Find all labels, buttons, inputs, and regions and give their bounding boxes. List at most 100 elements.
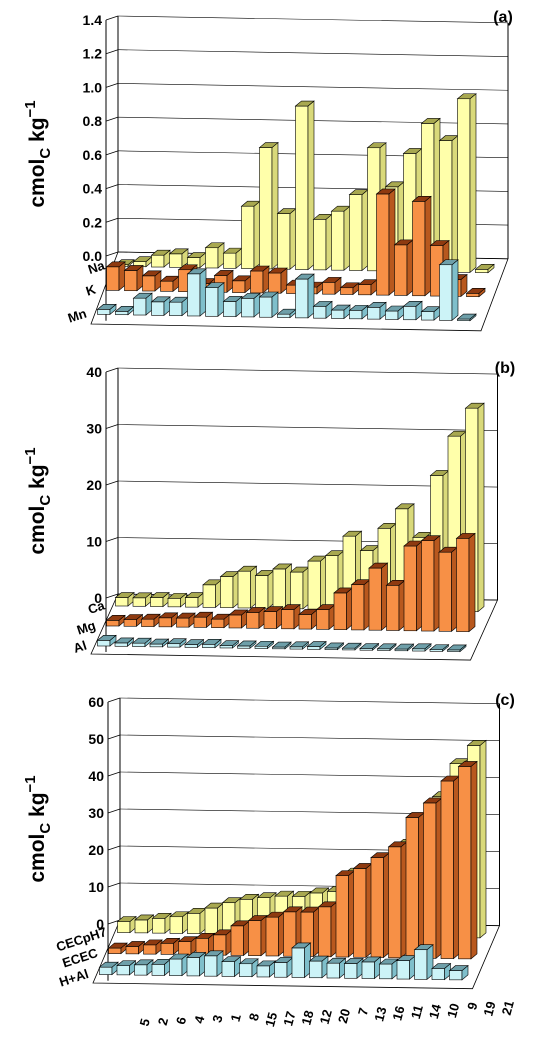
- x-axis-category-labels: 5 2 6 4 3 1 8 15 17 18 12 20 7 13 16 11 14 10 9 19 21: [137, 999, 517, 1029]
- bar: [276, 207, 297, 270]
- bar: [438, 134, 459, 273]
- bar: [186, 268, 207, 317]
- bar: [132, 292, 153, 316]
- bar: [151, 912, 172, 934]
- y-tick-label: 1.4: [83, 12, 103, 28]
- bar: [385, 579, 406, 632]
- bar: [376, 643, 397, 652]
- y-tick-label: 0: [94, 590, 102, 606]
- gridline: [105, 593, 119, 599]
- bar: [348, 188, 369, 272]
- gridline: [105, 116, 119, 122]
- bar: [330, 304, 351, 320]
- x-tick-label: 15: [262, 1011, 280, 1029]
- x-tick-label: 19: [480, 1000, 498, 1018]
- y-axis-label: cmolC kg−1: [22, 775, 54, 882]
- bar: [149, 638, 170, 648]
- gridline: [117, 424, 498, 431]
- gridline: [105, 367, 119, 373]
- bar: [222, 247, 243, 269]
- bar: [411, 195, 432, 297]
- bar: [276, 308, 297, 319]
- bar: [361, 956, 382, 980]
- bar: [140, 613, 161, 628]
- series-label: Mn: [66, 306, 89, 326]
- gridline: [107, 882, 121, 888]
- x-tick-label: 11: [408, 1003, 426, 1020]
- gridline: [105, 184, 119, 189]
- bar: [231, 275, 252, 294]
- bar: [324, 642, 345, 651]
- gridline: [105, 217, 119, 223]
- x-tick-label: 5: [137, 1017, 153, 1028]
- bar: [339, 282, 360, 296]
- y-tick-label: 40: [88, 768, 104, 784]
- x-tick-label: 10: [444, 1002, 462, 1020]
- bar: [166, 638, 187, 648]
- y-axis-label: cmolC kg−1: [22, 447, 54, 554]
- bar: [291, 942, 312, 979]
- bar: [440, 775, 461, 960]
- bar: [357, 279, 378, 296]
- bar: [446, 644, 467, 653]
- bar: [238, 958, 259, 978]
- bar: [394, 643, 415, 652]
- bar: [177, 936, 198, 956]
- bar: [312, 213, 333, 271]
- bar: [474, 263, 495, 274]
- bar: [159, 275, 180, 292]
- y-tick-label: 0.8: [83, 113, 103, 129]
- series-label: Na: [86, 257, 107, 277]
- bar: [308, 955, 329, 979]
- x-tick-label: 17: [280, 1010, 298, 1028]
- bar: [186, 951, 207, 977]
- bar: [256, 960, 277, 978]
- bar: [96, 303, 117, 316]
- bar: [168, 953, 189, 977]
- y-tick-label: 1.2: [83, 46, 103, 62]
- bar: [298, 608, 319, 630]
- bar: [116, 959, 137, 976]
- bar: [429, 643, 450, 652]
- bar: [413, 944, 434, 980]
- bar: [150, 296, 171, 316]
- y-tick-label: 60: [88, 694, 104, 710]
- bar: [422, 797, 443, 959]
- bar: [375, 188, 396, 296]
- gridline: [107, 845, 121, 851]
- bar: [289, 641, 310, 650]
- gridline: [105, 150, 119, 156]
- bar: [326, 957, 347, 979]
- bar: [411, 643, 432, 652]
- bar: [123, 264, 144, 292]
- gridline: [107, 919, 121, 925]
- bar: [168, 296, 189, 317]
- y-tick-label: 40: [86, 364, 102, 380]
- gridline: [105, 480, 119, 486]
- bar: [149, 591, 170, 608]
- bar: [142, 939, 163, 955]
- bar: [273, 956, 294, 978]
- bar: [384, 305, 405, 321]
- x-tick-label: 14: [426, 1002, 444, 1021]
- panel-label: (a): [493, 9, 513, 26]
- bar: [431, 962, 452, 981]
- gridline: [117, 367, 498, 375]
- bar: [219, 570, 240, 609]
- bar: [107, 942, 128, 955]
- bar: [131, 637, 152, 648]
- bar: [263, 605, 284, 630]
- bar: [240, 292, 261, 318]
- bar: [186, 251, 207, 269]
- bar: [105, 261, 126, 292]
- bar: [158, 612, 179, 628]
- series-label: Ca: [86, 597, 107, 617]
- bar: [455, 532, 476, 633]
- x-tick-label: 12: [317, 1008, 335, 1026]
- gridline: [105, 83, 119, 88]
- bar: [366, 301, 387, 320]
- bar: [254, 640, 275, 650]
- bar: [258, 141, 279, 270]
- bar: [168, 248, 189, 268]
